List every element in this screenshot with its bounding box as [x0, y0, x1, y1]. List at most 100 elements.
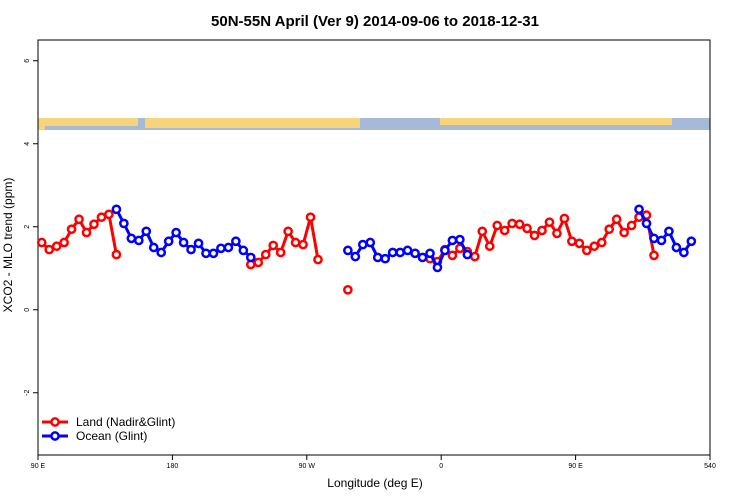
point [268, 240, 279, 251]
point [410, 248, 420, 259]
point [611, 214, 622, 225]
point [350, 251, 361, 262]
point [634, 204, 644, 215]
point [484, 241, 495, 252]
point [507, 218, 517, 229]
point [492, 220, 503, 231]
legend-marker [50, 417, 60, 427]
point [417, 252, 428, 263]
point [313, 254, 323, 265]
point [499, 225, 510, 236]
point [671, 242, 682, 253]
point [544, 217, 555, 228]
legend-label: Ocean (Glint) [76, 429, 147, 443]
point [36, 237, 47, 248]
point [574, 238, 585, 249]
point [537, 225, 547, 236]
point [357, 239, 368, 250]
x-tick-label: 90 E [568, 463, 583, 470]
y-tick-label: 6 [24, 59, 31, 63]
point [186, 244, 196, 255]
point [253, 257, 264, 268]
point [156, 247, 167, 258]
point [126, 233, 137, 244]
x-tick-label: 90 W [299, 463, 316, 470]
point [298, 239, 308, 250]
point [163, 236, 174, 247]
y-tick-label: 2 [24, 225, 31, 229]
point [581, 245, 592, 256]
legend-label: Land (Nadir&Glint) [76, 415, 175, 429]
point [469, 251, 480, 262]
point [649, 250, 659, 261]
point [201, 248, 211, 259]
point [514, 219, 525, 230]
point [231, 236, 241, 247]
point [589, 241, 600, 252]
point [447, 235, 458, 246]
point [119, 218, 129, 229]
point [402, 245, 413, 256]
point [664, 226, 674, 237]
point [679, 247, 689, 258]
y-tick-label: 4 [24, 142, 31, 146]
point [275, 247, 286, 258]
y-tick-label: -2 [24, 390, 31, 396]
point [290, 237, 301, 248]
point [245, 252, 256, 263]
x-axis-title: Longitude (deg E) [327, 476, 422, 490]
point [372, 252, 383, 263]
point [395, 247, 405, 258]
point [89, 219, 99, 230]
point [387, 247, 398, 258]
plot-frame [37, 39, 711, 456]
point [305, 212, 316, 223]
point [425, 248, 435, 259]
x-tick-label: 0 [439, 463, 443, 470]
point [178, 237, 189, 248]
point [343, 245, 353, 256]
point [604, 224, 615, 235]
point [111, 249, 122, 260]
point [59, 237, 69, 248]
point [343, 284, 353, 295]
point [462, 249, 473, 260]
point [649, 233, 659, 244]
chart-title: 50N-55N April (Ver 9) 2014-09-06 to 2018… [211, 13, 539, 30]
point [81, 227, 92, 238]
point [455, 234, 465, 245]
point [567, 236, 577, 247]
point [283, 226, 293, 237]
point [223, 242, 234, 253]
x-tick-label: 540 [704, 463, 716, 470]
point [432, 262, 443, 273]
point [440, 245, 450, 256]
point [559, 213, 570, 224]
point [66, 224, 77, 235]
point [238, 245, 249, 256]
point [365, 237, 376, 248]
point [193, 238, 204, 249]
point [260, 249, 271, 260]
point [626, 220, 637, 231]
point [74, 214, 84, 225]
point [529, 230, 540, 241]
point [111, 204, 122, 215]
point [133, 235, 144, 246]
legend-marker [50, 431, 60, 441]
x-tick-label: 90 E [31, 463, 46, 470]
point [656, 235, 667, 246]
point [208, 248, 219, 259]
x-tick-label: 180 [167, 463, 179, 470]
point [686, 236, 697, 247]
point [619, 227, 629, 238]
point [141, 226, 152, 237]
y-axis-title: XCO2 - MLO trend (ppm) [1, 178, 15, 313]
point [522, 223, 532, 234]
y-tick-label: 0 [24, 308, 31, 312]
point [148, 242, 159, 253]
point [477, 226, 488, 237]
point [104, 209, 114, 220]
point [641, 218, 652, 229]
